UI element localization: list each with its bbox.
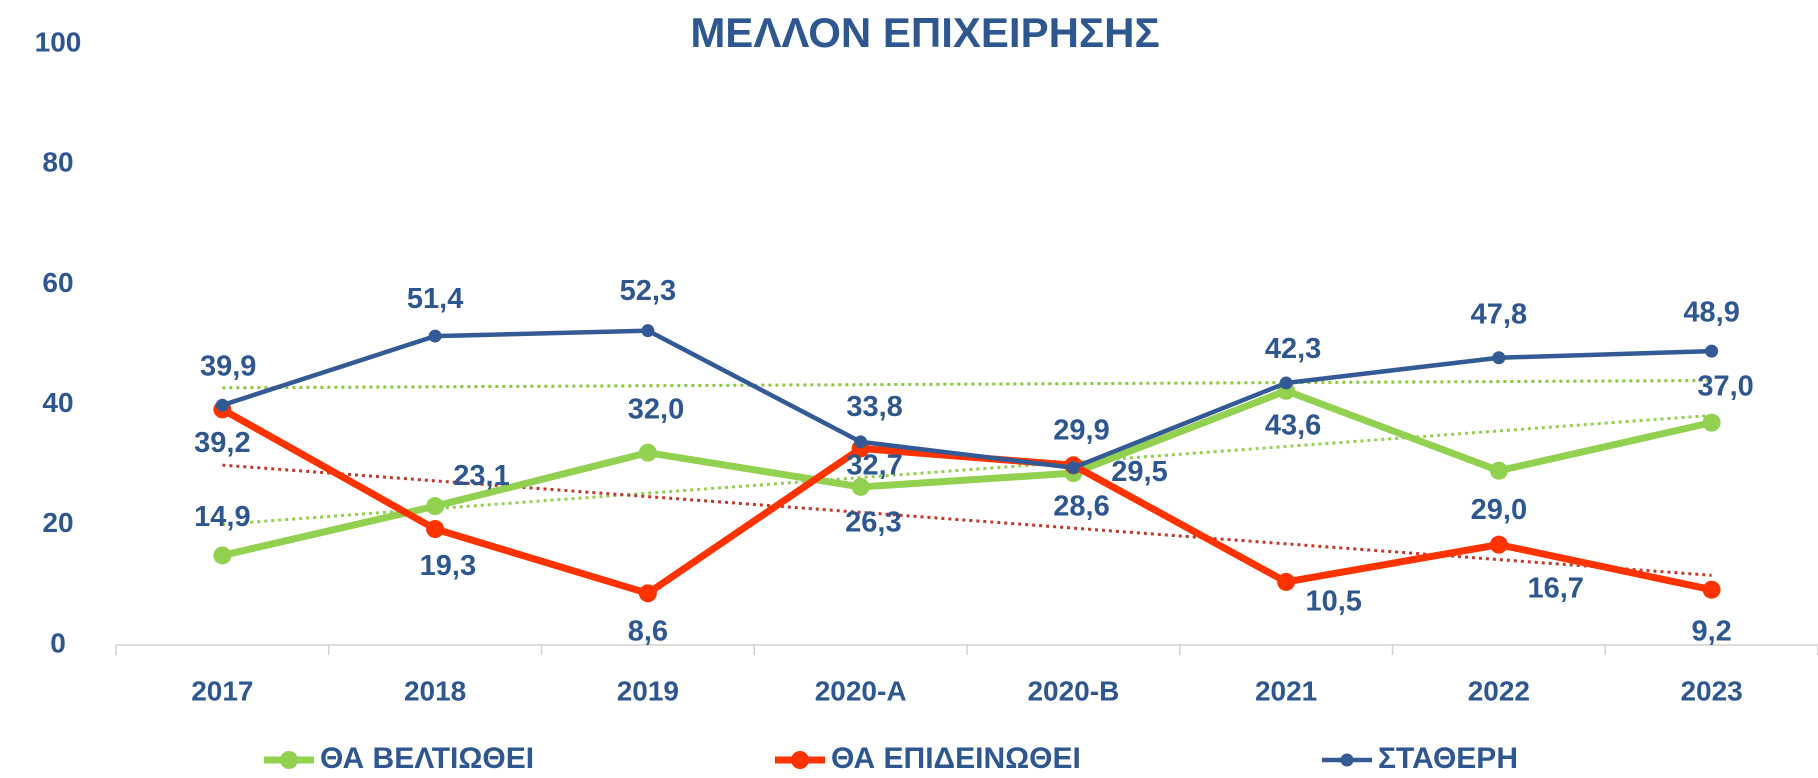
data-point — [1279, 376, 1293, 390]
data-label: 8,6 — [628, 615, 668, 647]
legend-marker — [791, 751, 809, 769]
data-label: 16,7 — [1527, 573, 1583, 605]
data-label: 28,6 — [1053, 491, 1109, 523]
data-point — [641, 324, 655, 338]
data-label: 26,3 — [845, 507, 901, 539]
data-label: 29,9 — [1053, 414, 1109, 446]
series-line — [221, 387, 1713, 559]
data-point — [426, 497, 445, 516]
x-tick-label: 2023 — [1680, 675, 1742, 706]
data-label: 52,3 — [620, 275, 676, 307]
data-point — [1702, 413, 1721, 432]
data-point — [1277, 572, 1296, 591]
data-point — [1705, 344, 1719, 358]
data-point — [426, 520, 445, 539]
data-label: 47,8 — [1471, 299, 1527, 331]
x-tick-label: 2018 — [404, 675, 466, 706]
data-point — [851, 477, 870, 496]
data-label: 29,0 — [1471, 494, 1527, 526]
data-label: 37,0 — [1697, 370, 1753, 402]
data-label: 29,5 — [1111, 456, 1167, 488]
x-tick-label: 2020-B — [1027, 675, 1119, 706]
data-label: 42,3 — [1265, 333, 1321, 365]
y-tick-label: 100 — [35, 26, 82, 57]
data-label: 32,7 — [846, 450, 902, 482]
data-label: 14,9 — [194, 501, 250, 533]
data-label: 32,0 — [628, 394, 684, 426]
x-tick-label: 2022 — [1468, 675, 1530, 706]
y-tick-label: 80 — [42, 147, 73, 178]
data-point — [213, 546, 232, 565]
x-tick-label: 2019 — [617, 675, 679, 706]
data-label: 39,9 — [200, 351, 256, 383]
legend-marker — [280, 751, 298, 769]
series-line — [221, 328, 1712, 470]
data-label: 10,5 — [1305, 585, 1361, 617]
y-tick-label: 0 — [50, 627, 66, 658]
x-tick-label: 2020-A — [815, 675, 907, 706]
legend-label: ΘΑ ΕΠΙΔΕΙΝΩΘΕΙ — [831, 742, 1081, 775]
data-label: 51,4 — [407, 283, 463, 315]
data-point — [1492, 351, 1506, 365]
data-point — [1489, 461, 1508, 480]
legend-marker — [1340, 753, 1354, 767]
data-point — [638, 584, 657, 603]
data-label: 9,2 — [1691, 615, 1731, 647]
legend-label: ΣΤΑΘΕΡΗ — [1378, 742, 1518, 775]
data-point — [428, 329, 442, 343]
trend-line — [222, 379, 1712, 390]
data-point — [215, 398, 229, 412]
data-label: 48,9 — [1683, 297, 1739, 329]
x-tick-label: 2017 — [191, 675, 253, 706]
data-point — [638, 443, 657, 462]
legend-label: ΘΑ ΒΕΛΤΙΩΘΕΙ — [320, 742, 534, 775]
data-label: 33,8 — [846, 391, 902, 423]
y-tick-label: 20 — [42, 507, 73, 538]
data-point — [1066, 461, 1080, 475]
data-point — [1489, 535, 1508, 554]
data-label: 43,6 — [1265, 410, 1321, 442]
data-point — [854, 435, 868, 449]
x-tick-label: 2021 — [1255, 675, 1317, 706]
chart-title: ΜΕΛΛΟΝ ΕΠΙΧΕΙΡΗΣΗΣ — [690, 9, 1159, 56]
y-tick-label: 60 — [42, 267, 73, 298]
data-label: 23,1 — [453, 460, 509, 492]
data-label: 19,3 — [420, 550, 476, 582]
y-tick-label: 40 — [42, 387, 73, 418]
data-point — [1702, 580, 1721, 599]
data-label: 39,2 — [194, 427, 250, 459]
